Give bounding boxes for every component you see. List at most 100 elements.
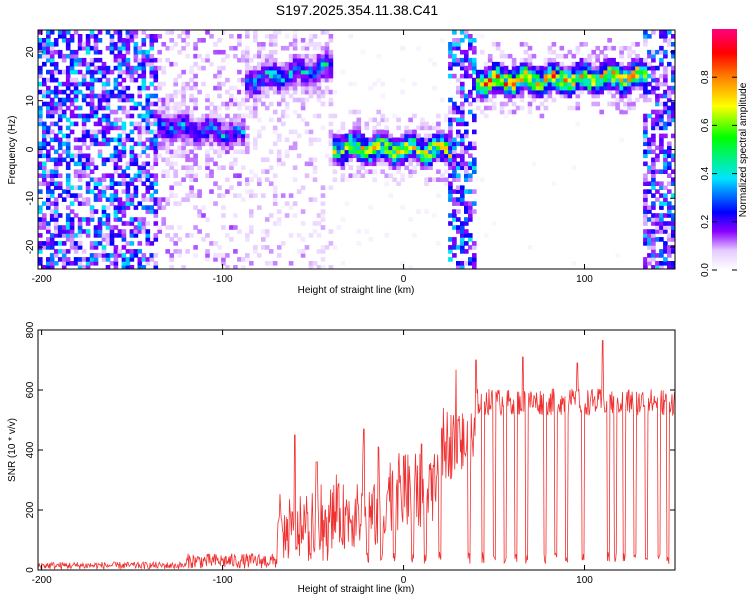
spectrogram-cell	[157, 141, 162, 147]
spectrogram-cell	[38, 189, 43, 194]
spectrogram-cell	[527, 245, 533, 250]
spectrogram-cell	[189, 165, 194, 170]
spectrogram-cell	[468, 73, 473, 79]
spectrogram-cell	[420, 125, 425, 131]
spectrogram-cell	[141, 81, 147, 87]
spectrogram-cell	[53, 253, 59, 258]
spectrogram-cell	[229, 165, 234, 170]
spectrogram-cell	[575, 61, 581, 67]
spectrogram-cell	[77, 245, 83, 250]
spectrogram-cell	[65, 221, 71, 226]
spectrogram-cell	[420, 145, 425, 151]
spectrogram-cell	[468, 109, 473, 115]
spectrogram-cell	[133, 249, 139, 254]
spectrogram-cell	[499, 69, 505, 75]
spectrogram-cell	[93, 197, 99, 202]
spectrogram-cell	[109, 109, 115, 115]
spectrogram-cell	[233, 117, 238, 123]
spectrogram-cell	[623, 65, 628, 71]
spectrogram-cell	[300, 53, 306, 59]
spectrogram-cell	[213, 253, 218, 258]
spectrogram-cell	[77, 113, 83, 119]
spectrogram-cell	[261, 245, 266, 250]
spectrogram-cell	[671, 157, 675, 163]
spectrogram-cell	[165, 129, 170, 135]
spectrogram-cell	[448, 173, 453, 178]
spectrogram-cell	[89, 93, 95, 99]
spectrogram-cell	[356, 109, 362, 115]
spectrogram-cell	[472, 38, 477, 43]
spectrogram-cell	[65, 165, 71, 170]
spectrogram-cell	[185, 129, 190, 135]
spectrogram-cell	[225, 253, 230, 258]
spectrogram-cell	[352, 145, 358, 151]
spectrogram-cell	[153, 34, 159, 39]
spectrogram-cell	[659, 121, 664, 127]
spectrogram-cell	[324, 89, 330, 95]
spectrogram-cell	[217, 65, 222, 71]
spectrogram-cell	[57, 113, 63, 119]
spectrogram-cell	[217, 69, 222, 75]
spectrogram-cell	[157, 113, 162, 119]
spectrogram-x-label: Height of straight line (km)	[298, 285, 415, 296]
spectrogram-cell	[193, 161, 198, 167]
spectrogram-cell	[499, 109, 505, 115]
spectrogram-cell	[316, 85, 322, 91]
spectrogram-cell	[384, 125, 389, 131]
spectrogram-cell	[101, 157, 107, 163]
spectrogram-cell	[157, 133, 162, 139]
spectrogram-cell	[73, 113, 79, 119]
spectrogram-cell	[157, 34, 162, 39]
spectrogram-cell	[380, 145, 385, 151]
spectrogram-cell	[436, 137, 441, 143]
spectrogram-cell	[249, 65, 254, 71]
spectrogram-cell	[49, 121, 55, 127]
spectrogram-cell	[161, 157, 166, 163]
spectrogram-cell	[53, 85, 59, 91]
spectrogram-cell	[49, 69, 55, 75]
spectrogram-cell	[499, 61, 505, 67]
spectrogram-cell	[599, 109, 604, 115]
spectrogram-cell	[312, 73, 318, 79]
spectrogram-cell	[519, 69, 525, 75]
spectrogram-cell	[468, 89, 473, 95]
spectrogram-cell	[643, 257, 648, 262]
spectrogram-cell	[292, 45, 298, 51]
spectrogram-cell	[157, 197, 162, 202]
spectrogram-cell	[352, 153, 358, 159]
spectrogram-cell	[261, 65, 266, 71]
spectrogram-cell	[65, 249, 71, 254]
spectrogram-cell	[93, 109, 99, 115]
spectrogram-cell	[213, 73, 218, 79]
spectrogram-cell	[149, 109, 155, 115]
spectrogram-cell	[233, 85, 238, 91]
spectrogram-cell	[364, 229, 370, 234]
spectrogram-cell	[348, 165, 354, 170]
spectrogram-cell	[49, 261, 55, 266]
spectrogram-cell	[133, 225, 139, 230]
spectrogram-cell	[499, 81, 505, 87]
spectrogram-cell	[249, 229, 254, 234]
spectrogram-cell	[352, 141, 358, 147]
spectrogram-cell	[472, 65, 477, 71]
spectrogram-cell	[177, 101, 182, 107]
spectrogram-cell	[105, 221, 111, 226]
spectrogram-cell	[133, 105, 139, 111]
spectrogram-cell	[173, 173, 178, 178]
spectrogram-cell	[85, 181, 91, 186]
spectrogram-cell	[105, 253, 111, 258]
spectrogram-cell	[460, 105, 465, 111]
spectrogram-cell	[109, 125, 115, 131]
spectrogram-cell	[448, 45, 453, 51]
spectrogram-cell	[611, 65, 616, 71]
spectrogram-cell	[531, 89, 537, 95]
spectrogram-cell	[655, 121, 660, 127]
spectrogram-cell	[432, 153, 437, 159]
spectrogram-cell	[428, 165, 433, 170]
spectrogram-cell	[627, 93, 632, 99]
spectrogram-cell	[245, 34, 250, 39]
spectrogram-cell	[113, 213, 119, 218]
spectrogram-cell	[384, 117, 389, 123]
spectrogram-cell	[121, 93, 127, 99]
spectrogram-cell	[57, 249, 63, 254]
